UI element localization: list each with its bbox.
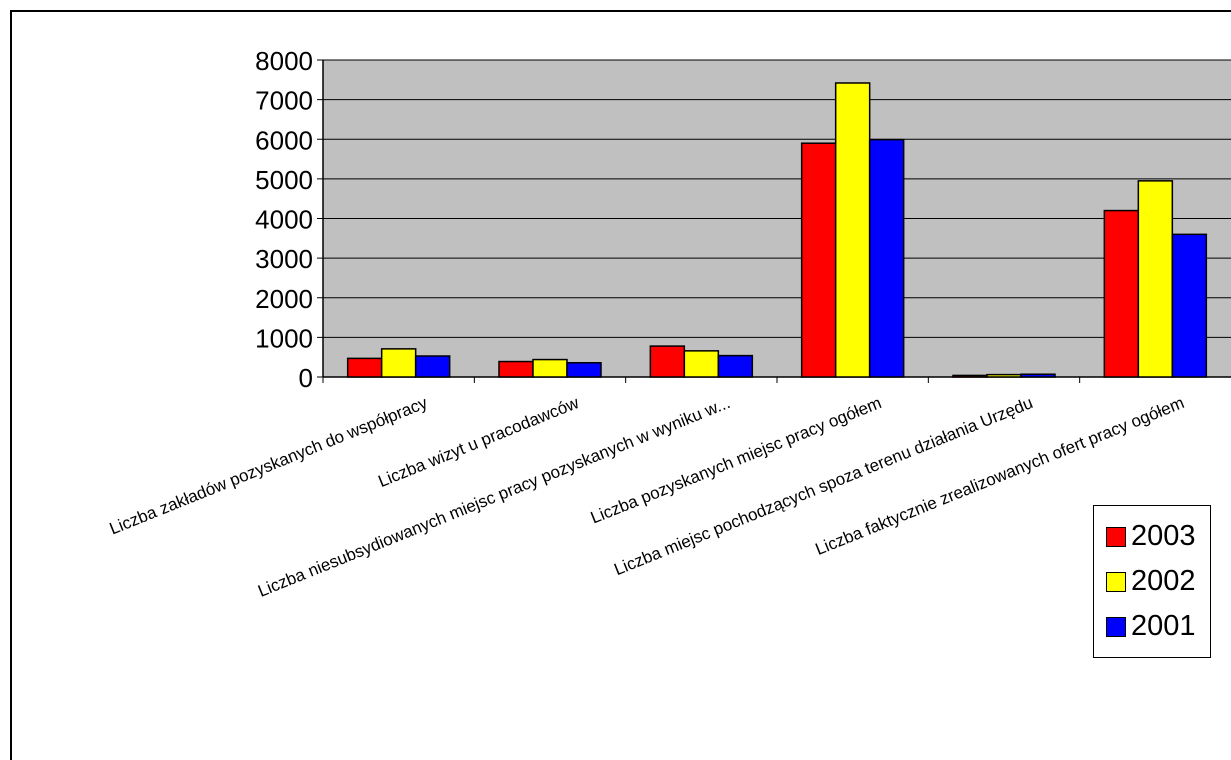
legend-item-2003: 2003 (1094, 514, 1210, 559)
y-tick-label-7000: 7000 (255, 86, 313, 116)
legend-swatch-2003 (1106, 526, 1126, 547)
bar-2003-5 (1103, 209, 1140, 378)
bar-2001-5 (1171, 233, 1208, 378)
bar-2002-5 (1137, 180, 1174, 378)
x-tick-label-3: Liczba pozyskanych miejsc pracy ogółem (588, 393, 884, 527)
bar-2001-4 (1020, 373, 1056, 378)
bar-2002-1 (532, 358, 568, 378)
y-tick-label-3000: 3000 (255, 244, 313, 274)
y-tick-label-0: 0 (299, 363, 313, 393)
bar-2001-1 (566, 361, 602, 378)
bar-2002-4 (986, 373, 1022, 378)
x-tick-label-0: Liczba zakładów pozyskanych do współprac… (107, 393, 431, 539)
bar-2001-3 (868, 138, 905, 378)
y-tick-label-8000: 8000 (255, 46, 313, 76)
legend: 2003 2002 2001 (1093, 505, 1211, 658)
bar-2003-0 (346, 357, 383, 378)
y-tick-label-1000: 1000 (255, 323, 313, 353)
bar-2002-3 (834, 82, 871, 378)
legend-label-2002: 2002 (1131, 565, 1196, 597)
y-tick-label-5000: 5000 (255, 165, 313, 195)
bar-2001-2 (717, 354, 754, 378)
y-tick-label-6000: 6000 (255, 125, 313, 155)
legend-swatch-2001 (1106, 616, 1126, 637)
bar-2001-0 (414, 355, 451, 378)
bar-2003-4 (952, 374, 988, 378)
bar-2002-0 (380, 348, 417, 378)
y-tick-label-2000: 2000 (255, 284, 313, 314)
y-tick-label-4000: 4000 (255, 205, 313, 235)
bar-2003-1 (498, 360, 534, 378)
bar-2003-3 (800, 142, 837, 378)
legend-item-2002: 2002 (1094, 559, 1210, 604)
legend-item-2001: 2001 (1094, 604, 1210, 649)
legend-label-2001: 2001 (1131, 610, 1196, 642)
bar-2002-2 (683, 350, 720, 378)
bar-2003-2 (649, 345, 686, 378)
legend-swatch-2002 (1106, 571, 1126, 592)
legend-label-2003: 2003 (1131, 520, 1196, 552)
